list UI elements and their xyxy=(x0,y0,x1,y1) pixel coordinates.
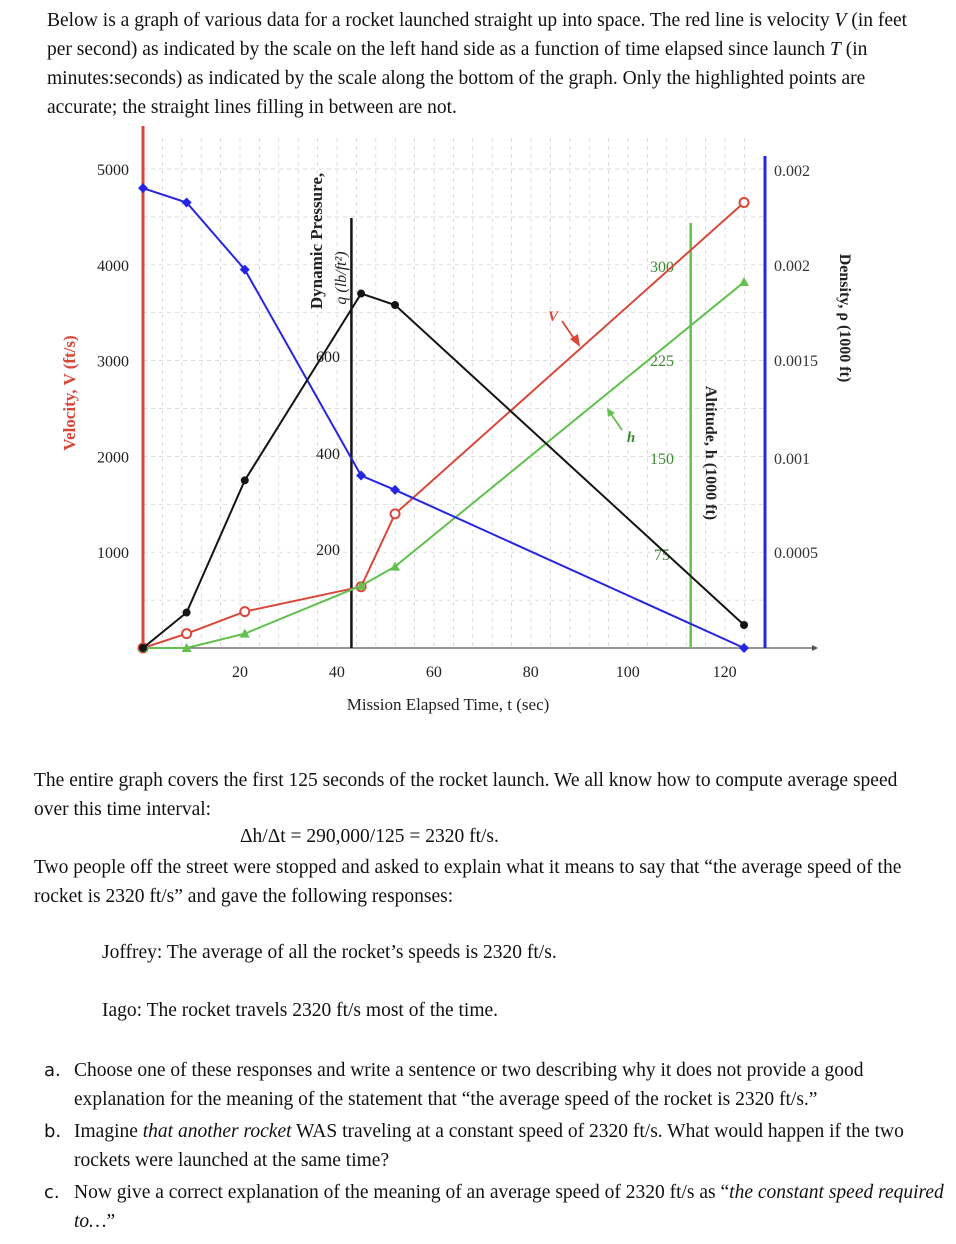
altitude-tick-label: 75 xyxy=(654,547,670,564)
velocity-tick-label: 3000 xyxy=(97,354,129,371)
question-list: a. Choose one of these responses and writ… xyxy=(30,1056,950,1239)
velocity-point xyxy=(738,197,750,209)
altitude-tick-label: 150 xyxy=(650,451,674,468)
question-c-text-2: ” xyxy=(106,1211,116,1232)
velocity-axis-title: Velocity, V (ft/s) xyxy=(60,335,79,450)
pressure-tick-label: 600 xyxy=(316,349,340,366)
response-joffrey: Joffrey: The average of all the rocket’s… xyxy=(102,942,557,963)
question-b: b. Imagine that another rocket WAS travel… xyxy=(30,1117,950,1175)
question-b-label: b. xyxy=(44,1121,62,1142)
question-a: a. Choose one of these responses and writ… xyxy=(30,1056,950,1114)
intro-text-1: Below is a graph of various data for a r… xyxy=(47,10,835,31)
question-a-label: a. xyxy=(44,1060,61,1081)
pressure-point xyxy=(357,289,366,298)
pressure-point xyxy=(182,608,191,617)
altitude-annotation-arrow xyxy=(610,413,623,431)
pressure-point xyxy=(391,301,400,310)
density-series-line xyxy=(142,187,745,649)
velocity-annotation-arrow xyxy=(561,320,576,341)
density-tick-label: 0.002 xyxy=(774,163,810,180)
pressure-point xyxy=(139,644,147,652)
response-iago: Iago: The rocket travels 2320 ft/s most … xyxy=(102,1000,499,1021)
pressure-tick-label: 200 xyxy=(316,542,340,559)
density-point xyxy=(138,183,148,194)
x-tick-label: 60 xyxy=(426,664,442,681)
velocity-tick-label: 2000 xyxy=(97,449,129,466)
altitude-point xyxy=(181,643,192,652)
density-tick-label: 0.0015 xyxy=(774,353,818,370)
density-tick-label: 0.0005 xyxy=(774,545,818,562)
question-c-label: c. xyxy=(44,1182,60,1203)
velocity-tick-label: 1000 xyxy=(97,545,129,562)
density-point xyxy=(356,470,367,481)
altitude-point xyxy=(356,580,367,590)
density-point xyxy=(739,643,750,653)
pressure-tick-label: 400 xyxy=(316,446,340,463)
x-tick-label: 120 xyxy=(713,664,737,681)
altitude-tick-label: 300 xyxy=(650,259,674,276)
x-tick-label: 80 xyxy=(523,664,539,681)
velocity-point xyxy=(239,606,251,618)
intro-var-v: V xyxy=(834,10,847,31)
density-axis-title: Density, ρ (1000 ft) xyxy=(836,254,853,383)
pressure-axis-title: Dynamic Pressure, xyxy=(307,173,326,309)
density-tick-label: 0.002 xyxy=(774,258,810,275)
question-b-text-2: WAS traveling at a constant speed of 232… xyxy=(74,1121,904,1171)
pressure-point xyxy=(740,621,749,630)
question-c-text-1: Now give a correct explanation of the me… xyxy=(74,1182,730,1203)
altitude-axis-title: Altitude, h (1000 ft) xyxy=(702,386,719,520)
intro-text-3: (in minutes:seconds) as indicated by the… xyxy=(47,39,868,118)
paragraph-average-speed: The entire graph covers the first 125 se… xyxy=(34,770,898,820)
density-point xyxy=(390,484,401,495)
pressure-axis-unit: q (lb/ft²) xyxy=(333,251,350,304)
intro-var-t: T xyxy=(829,39,841,60)
altitude-point xyxy=(239,628,250,638)
density-point xyxy=(181,197,192,208)
altitude-tick-label: 225 xyxy=(650,353,674,370)
pressure-series-line xyxy=(142,292,745,649)
question-c: c. Now give a correct explanation of the … xyxy=(30,1178,950,1236)
question-b-italic: that another rocket xyxy=(142,1121,292,1142)
velocity-curve-label: V xyxy=(548,309,560,325)
altitude-series-line xyxy=(143,281,745,649)
velocity-tick-label: 5000 xyxy=(97,162,129,179)
average-speed-equation: Δh/Δt = 290,000/125 = 2320 ft/s. xyxy=(240,826,499,847)
x-tick-label: 40 xyxy=(329,664,345,681)
velocity-tick-label: 4000 xyxy=(97,258,129,275)
x-axis-title: Mission Elapsed Time, t (sec) xyxy=(347,695,550,714)
x-axis-arrow xyxy=(812,645,818,651)
altitude-curve-label: h xyxy=(627,430,635,446)
paragraph-responses-intro: Two people off the street were stopped a… xyxy=(34,857,902,907)
question-b-text-1: Imagine xyxy=(74,1121,143,1142)
intro-paragraph: Below is a graph of various data for a r… xyxy=(47,6,927,122)
velocity-point xyxy=(181,628,193,640)
velocity-annotation-arrowhead xyxy=(570,334,580,347)
density-tick-label: 0.001 xyxy=(774,451,810,468)
velocity-point xyxy=(389,508,401,520)
altitude-point xyxy=(390,561,401,571)
question-c-italic: the constant speed required to… xyxy=(74,1182,944,1232)
question-a-text: Choose one of these responses and write … xyxy=(74,1060,864,1110)
altitude-point xyxy=(739,277,750,287)
velocity-series-line xyxy=(142,201,745,649)
rocket-chart: 20 40 60 80 100 120 Mission Elapsed Time, t (s… xyxy=(60,126,853,714)
pressure-point xyxy=(240,476,249,485)
intro-text-2: (in feet per second) as indicated by the… xyxy=(47,10,908,60)
altitude-annotation-arrowhead xyxy=(607,408,615,417)
density-point xyxy=(239,264,250,275)
x-tick-label: 20 xyxy=(232,664,248,681)
x-tick-label: 100 xyxy=(616,664,640,681)
